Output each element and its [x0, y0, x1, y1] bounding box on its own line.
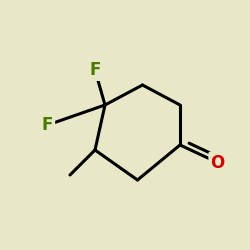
Text: O: O [210, 154, 224, 172]
Text: F: F [42, 116, 53, 134]
Text: F: F [89, 61, 101, 79]
